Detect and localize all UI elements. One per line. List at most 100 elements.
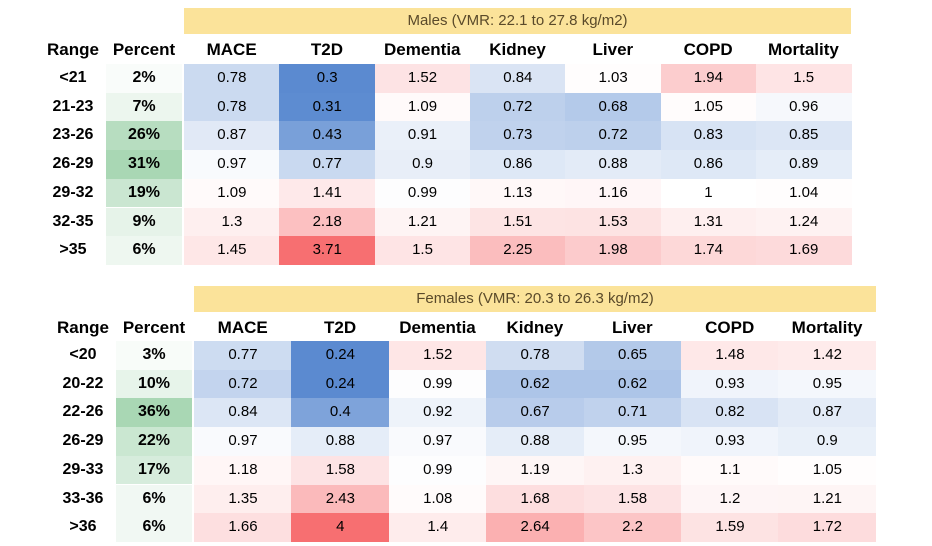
value-cell: 1.03 xyxy=(565,64,661,94)
value-cell: 1.31 xyxy=(660,207,757,237)
range-label: <21 xyxy=(59,69,87,86)
table-title: Males (VMR: 22.1 to 27.8 kg/m2) xyxy=(184,8,851,34)
value-cell: 1.53 xyxy=(565,207,661,237)
column-header: T2D xyxy=(310,40,343,59)
value-cell: 0.95 xyxy=(583,427,682,457)
value-cell: 0.99 xyxy=(388,369,487,399)
percent-cell: 10% xyxy=(116,369,192,399)
value-cell: 1.45 xyxy=(184,236,280,266)
value-cell: 1.2 xyxy=(681,484,779,514)
value-cell: 1.1 xyxy=(681,455,779,485)
value-cell: 0.65 xyxy=(583,341,682,371)
value-cell: 1.21 xyxy=(778,484,877,514)
value-cell: 1.21 xyxy=(374,207,471,237)
value-cell: 1.94 xyxy=(660,64,757,94)
value-cell: 1.5 xyxy=(374,236,471,266)
value-cell: 1.42 xyxy=(778,341,877,371)
value-cell: 0.77 xyxy=(279,150,376,180)
column-header: Liver xyxy=(592,40,634,59)
value-cell: 1 xyxy=(660,178,757,208)
column-header: T2D xyxy=(324,318,357,337)
range-label: 23-26 xyxy=(52,126,94,144)
column-header: Percent xyxy=(112,40,176,59)
value-cell: 2.25 xyxy=(469,236,566,266)
value-cell: 0.67 xyxy=(486,398,585,428)
value-cell: 0.62 xyxy=(583,369,682,399)
percent-cell: 22% xyxy=(116,427,192,456)
percent-cell: 3% xyxy=(116,341,192,370)
column-header: Dementia xyxy=(383,40,461,59)
value-cell: 1.05 xyxy=(660,92,757,122)
value-cell: 0.86 xyxy=(660,150,757,180)
value-cell: 2.64 xyxy=(486,513,585,543)
value-cell: 1.41 xyxy=(279,178,376,208)
value-cell: 0.84 xyxy=(194,398,292,428)
value-cell: 0.78 xyxy=(184,64,280,94)
value-cell: 0.86 xyxy=(469,150,566,180)
value-cell: 0.72 xyxy=(565,121,661,151)
value-cell: 1.16 xyxy=(565,178,661,208)
value-cell: 0.99 xyxy=(374,178,471,208)
value-cell: 0.88 xyxy=(565,150,661,180)
value-cell: 1.72 xyxy=(778,513,877,543)
value-cell: 1.09 xyxy=(184,178,280,208)
value-cell: 4 xyxy=(291,513,390,543)
value-cell: 1.58 xyxy=(583,484,682,514)
column-header: Range xyxy=(47,40,99,59)
value-cell: 0.71 xyxy=(583,398,682,428)
value-cell: 0.9 xyxy=(778,427,877,457)
value-cell: 0.73 xyxy=(469,121,566,151)
range-label: >35 xyxy=(59,241,87,259)
value-cell: 0.72 xyxy=(194,369,292,399)
range-label: 29-32 xyxy=(52,183,94,201)
range-label: <20 xyxy=(69,346,97,363)
range-label: 20-22 xyxy=(62,374,104,392)
percent-cell: 36% xyxy=(116,398,192,428)
value-cell: 0.9 xyxy=(374,150,471,180)
column-header: COPD xyxy=(705,318,755,337)
value-cell: 3.71 xyxy=(279,236,376,266)
value-cell: 0.93 xyxy=(681,427,779,457)
percent-cell: 2% xyxy=(106,64,182,93)
value-cell: 0.93 xyxy=(681,369,779,399)
value-cell: 0.82 xyxy=(681,398,779,428)
column-header: MACE xyxy=(206,40,257,59)
value-cell: 0.88 xyxy=(486,427,585,457)
value-cell: 0.43 xyxy=(279,121,376,151)
value-cell: 0.77 xyxy=(194,341,292,371)
column-header: MACE xyxy=(217,318,268,337)
value-cell: 0.31 xyxy=(279,92,376,122)
column-header: Percent xyxy=(122,318,186,337)
range-label: 22-26 xyxy=(62,403,104,421)
value-cell: 1.24 xyxy=(755,207,852,237)
value-cell: 0.89 xyxy=(755,150,852,180)
column-header: COPD xyxy=(683,40,733,59)
value-cell: 1.35 xyxy=(194,484,292,514)
column-header: Liver xyxy=(611,318,653,337)
value-cell: 0.78 xyxy=(184,92,280,122)
value-cell: 1.5 xyxy=(755,64,852,94)
percent-cell: 6% xyxy=(116,513,192,542)
value-cell: 1.18 xyxy=(194,455,292,485)
value-cell: 1.98 xyxy=(565,236,661,266)
value-cell: 0.84 xyxy=(469,64,566,94)
value-cell: 1.3 xyxy=(184,207,280,237)
percent-cell: 7% xyxy=(106,92,182,122)
table-title: Females (VMR: 20.3 to 26.3 kg/m2) xyxy=(194,286,876,312)
males-table: Males (VMR: 22.1 to 27.8 kg/m2) Range Perc… xyxy=(0,8,932,268)
value-cell: 0.85 xyxy=(755,121,852,151)
value-cell: 1.4 xyxy=(388,513,487,543)
value-cell: 0.3 xyxy=(279,64,376,94)
value-cell: 1.69 xyxy=(755,236,852,266)
range-label: 32-35 xyxy=(52,212,94,230)
value-cell: 0.24 xyxy=(291,341,390,371)
value-cell: 0.88 xyxy=(291,427,390,457)
percent-cell: 19% xyxy=(106,178,182,208)
value-cell: 1.05 xyxy=(778,455,877,485)
column-header: Dementia xyxy=(399,318,476,337)
percent-cell: 6% xyxy=(116,484,192,514)
value-cell: 0.97 xyxy=(194,427,292,457)
value-cell: 1.19 xyxy=(486,455,585,485)
value-cell: 1.58 xyxy=(291,455,390,485)
value-cell: 0.99 xyxy=(388,455,487,485)
